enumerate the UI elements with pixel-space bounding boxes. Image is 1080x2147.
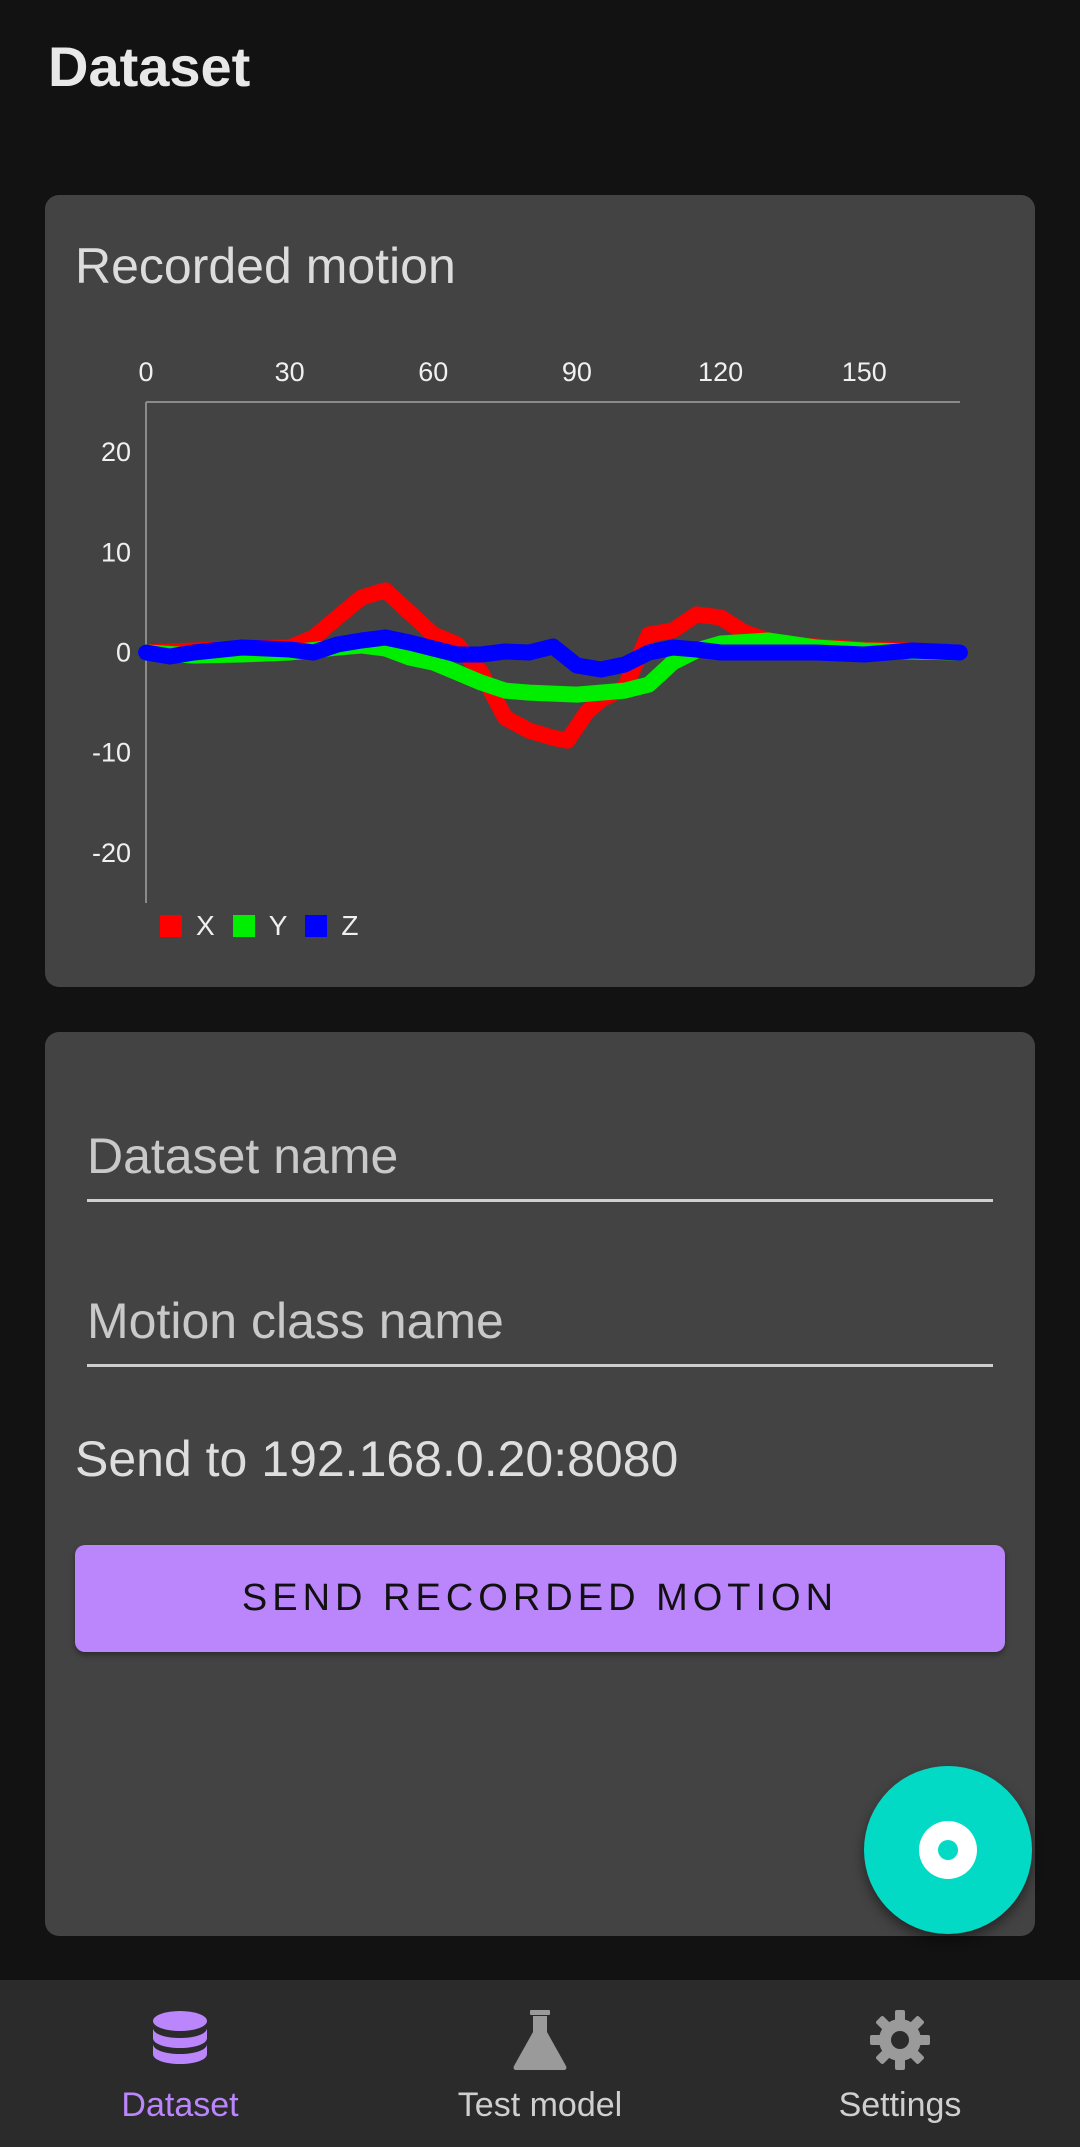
dataset-name-field[interactable] <box>87 1082 993 1202</box>
chart-legend: X Y Z <box>160 910 358 942</box>
gear-icon <box>870 2010 930 2070</box>
legend-item-y: Y <box>232 910 288 942</box>
legend-swatch-y <box>232 915 255 937</box>
flask-icon <box>513 2010 567 2070</box>
nav-item-dataset[interactable]: Dataset <box>0 1980 360 2147</box>
app-title: Dataset <box>48 35 251 98</box>
legend-item-x: X <box>160 910 215 942</box>
x-tick-label: 90 <box>562 357 592 387</box>
send-recorded-motion-button[interactable]: SEND RECORDED MOTION <box>75 1545 1005 1652</box>
legend-item-z: Z <box>305 910 358 942</box>
legend-swatch-z <box>305 915 328 937</box>
legend-label-z: Z <box>341 910 359 941</box>
legend-label-y: Y <box>268 910 288 941</box>
y-tick-label: -20 <box>92 838 131 868</box>
motion-class-input[interactable] <box>87 1292 993 1367</box>
x-tick-label: 30 <box>275 357 305 387</box>
send-to-address: Send to 192.168.0.20:8080 <box>75 1431 679 1487</box>
nav-label-dataset: Dataset <box>121 2086 239 2124</box>
dataset-form-card: Send to 192.168.0.20:8080 SEND RECORDED … <box>45 1032 1035 1936</box>
motion-chart: 0 30 60 90 120 150 20 10 0 -10 -20 <box>92 357 968 903</box>
y-tick-label: 20 <box>101 437 131 467</box>
recorded-motion-card: Recorded motion 0 30 60 90 120 150 20 10 0 -10 -20… <box>45 195 1035 987</box>
database-icon <box>153 2011 207 2064</box>
nav-item-test-model[interactable]: Test model <box>360 1980 720 2147</box>
x-tick-label: 150 <box>842 357 887 387</box>
chart-card-title: Recorded motion <box>75 238 456 294</box>
x-tick-label: 60 <box>418 357 448 387</box>
motion-class-field[interactable] <box>87 1247 993 1367</box>
dataset-name-input[interactable] <box>87 1127 993 1202</box>
y-tick-label: -10 <box>92 738 131 768</box>
series-line-x <box>138 582 968 749</box>
x-tick-label: 0 <box>138 357 153 387</box>
record-icon <box>919 1821 977 1879</box>
record-fab[interactable] <box>864 1766 1032 1934</box>
y-tick-label: 10 <box>101 537 131 567</box>
nav-item-settings[interactable]: Settings <box>720 1980 1080 2147</box>
y-tick-label: 0 <box>116 638 131 668</box>
x-tick-label: 120 <box>698 357 743 387</box>
legend-swatch-x <box>160 915 182 937</box>
nav-label-test-model: Test model <box>457 2086 623 2124</box>
nav-label-settings: Settings <box>838 2086 962 2124</box>
series-line-z <box>138 629 968 678</box>
legend-label-x: X <box>196 910 215 941</box>
bottom-navigation: Dataset Test model Settings <box>0 1980 1080 2147</box>
